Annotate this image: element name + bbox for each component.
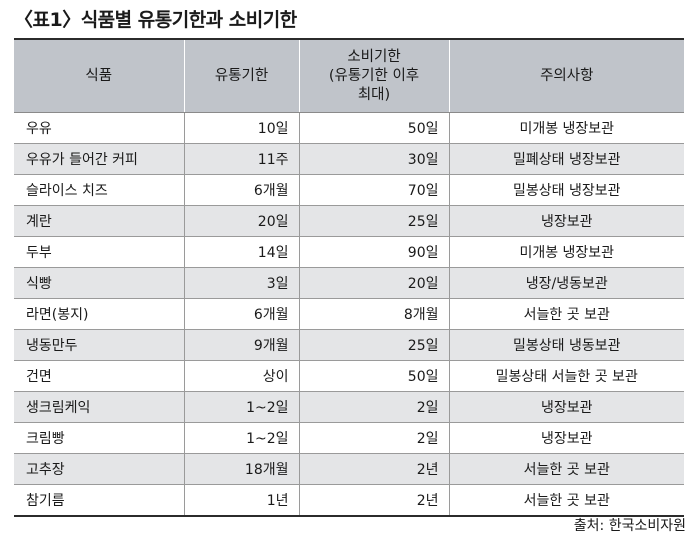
caution-cell: 밀봉상태 냉장보관	[448, 174, 684, 206]
caution-cell: 냉장보관	[448, 391, 684, 423]
food-cell: 생크림케익	[14, 391, 184, 423]
caution-cell: 밀봉상태 냉동보관	[448, 329, 684, 361]
table-row: 라면(봉지) 6개월 8개월 서늘한 곳 보관	[14, 298, 684, 330]
sell-by-cell: 1~2일	[183, 422, 299, 454]
use-by-cell: 30일	[298, 143, 449, 175]
sell-by-cell: 6개월	[183, 174, 299, 206]
food-cell: 우유가 들어간 커피	[14, 143, 184, 175]
caution-cell: 냉장보관	[448, 422, 684, 454]
use-by-cell: 90일	[298, 236, 449, 268]
use-by-cell: 50일	[298, 360, 449, 392]
source-note: 출처: 한국소비자원	[573, 518, 686, 534]
caution-cell: 냉장보관	[448, 205, 684, 237]
use-by-cell: 2년	[298, 484, 449, 515]
use-by-cell: 2일	[298, 422, 449, 454]
use-by-cell: 25일	[298, 329, 449, 361]
sell-by-cell: 9개월	[183, 329, 299, 361]
sell-by-cell: 3일	[183, 267, 299, 299]
header-sell-by: 유통기한	[183, 40, 299, 113]
table-title: 〈표1〉식품별 유통기한과 소비기한	[14, 9, 297, 31]
food-cell: 우유	[26, 121, 52, 137]
table-row: 우유가 들어간 커피 11주 30일 밀폐상태 냉장보관	[14, 143, 684, 175]
caution-cell: 밀폐상태 냉장보관	[448, 143, 684, 175]
use-by-cell: 20일	[298, 267, 449, 299]
sell-by-cell: 11주	[183, 143, 299, 175]
use-by-cell: 2일	[298, 391, 449, 423]
use-by-cell: 2년	[298, 453, 449, 485]
caution-cell: 미개봉 냉장보관	[448, 236, 684, 268]
caution-cell: 서늘한 곳 보관	[448, 453, 684, 485]
shelf-life-table: 식품 유통기한 소비기한 (유통기한 이후 최대) 주의사항 우유 10일 50일 미…	[14, 38, 684, 517]
table-header-row: 식품 유통기한 소비기한 (유통기한 이후 최대) 주의사항	[14, 40, 684, 113]
caution-cell: 밀봉상태 서늘한 곳 보관	[448, 360, 684, 392]
caution-cell: 냉장/냉동보관	[448, 267, 684, 299]
food-cell: 라면(봉지)	[14, 298, 184, 330]
food-cell: 슬라이스 치즈	[14, 174, 184, 206]
table-row: 우유 10일 50일 미개봉 냉장보관	[14, 112, 684, 144]
use-by-cell: 50일	[298, 112, 449, 144]
table-body: 우유 10일 50일 미개봉 냉장보관 우유가 들어간 커피 11주 30일 밀폐상태 냉장보…	[14, 112, 684, 515]
caution-cell: 서늘한 곳 보관	[448, 484, 684, 515]
table-row: 식빵 3일 20일 냉장/냉동보관	[14, 267, 684, 299]
sell-by-cell: 1~2일	[183, 391, 299, 423]
caution-cell: 서늘한 곳 보관	[448, 298, 684, 330]
table-row: 계란 20일 25일 냉장보관	[14, 205, 684, 237]
table-row: 크림빵 1~2일 2일 냉장보관	[14, 422, 684, 454]
food-cell: 건면	[14, 360, 184, 392]
caution-cell: 미개봉 냉장보관	[448, 112, 684, 144]
use-by-cell: 8개월	[298, 298, 449, 330]
food-cell: 크림빵	[14, 422, 184, 454]
table-row: 생크림케익 1~2일 2일 냉장보관	[14, 391, 684, 423]
sell-by-cell: 20일	[183, 205, 299, 237]
table-row: 건면 상이 50일 밀봉상태 서늘한 곳 보관	[14, 360, 684, 392]
table-row: 두부 14일 90일 미개봉 냉장보관	[14, 236, 684, 268]
header-food: 식품	[14, 40, 184, 113]
food-cell: 계란	[14, 205, 184, 237]
table-row: 고추장 18개월 2년 서늘한 곳 보관	[14, 453, 684, 485]
food-cell: 냉동만두	[14, 329, 184, 361]
table-row: 참기름 1년 2년 서늘한 곳 보관	[14, 484, 684, 515]
food-cell: 고추장	[14, 453, 184, 485]
sell-by-cell: 14일	[183, 236, 299, 268]
sell-by-cell: 10일	[183, 112, 299, 144]
sell-by-cell: 6개월	[183, 298, 299, 330]
food-cell: 식빵	[14, 267, 184, 299]
use-by-cell: 25일	[298, 205, 449, 237]
sell-by-cell: 1년	[183, 484, 299, 515]
sell-by-cell: 18개월	[183, 453, 299, 485]
header-caution: 주의사항	[448, 40, 684, 113]
food-cell: 두부	[14, 236, 184, 268]
table-row: 슬라이스 치즈 6개월 70일 밀봉상태 냉장보관	[14, 174, 684, 206]
use-by-cell: 70일	[298, 174, 449, 206]
sell-by-cell: 상이	[183, 360, 299, 392]
header-use-by: 소비기한 (유통기한 이후 최대)	[298, 40, 449, 113]
food-cell: 참기름	[14, 484, 184, 515]
table-row: 냉동만두 9개월 25일 밀봉상태 냉동보관	[14, 329, 684, 361]
